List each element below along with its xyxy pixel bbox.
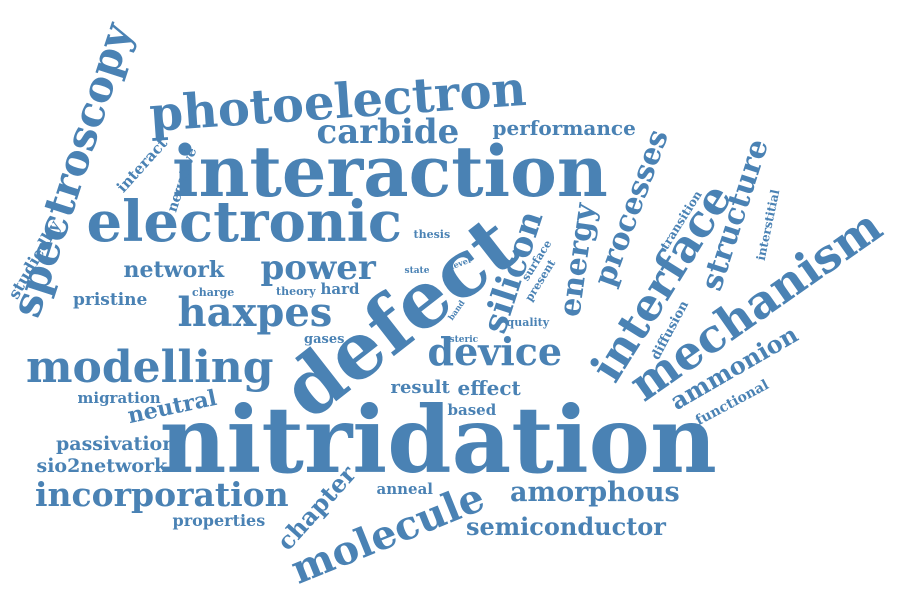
word-sio2network: sio2network [36,454,168,477]
word-performance: performance [492,116,636,140]
word-based: based [447,400,497,419]
word-state: state [404,265,430,276]
word-incorporation: incorporation [35,474,289,514]
word-hard: hard [320,279,360,298]
word-modelling: modelling [26,342,274,393]
word-effect: effect [457,376,521,400]
word-haxpes: haxpes [177,289,333,336]
word-migration: migration [77,388,161,407]
word-interact: interact [112,133,171,196]
word-carbide: carbide [316,112,460,152]
word-passivation: passivation [56,432,177,455]
word-network: network [123,257,225,283]
word-anneal: anneal [376,479,434,498]
word-thesis: thesis [413,227,451,241]
word-result: result [390,377,450,398]
word-gases: gases [304,331,345,347]
word-steric: steric [449,334,479,345]
word-amorphous: amorphous [510,476,680,508]
word-electronic: electronic [86,189,402,255]
word-interaction: interaction [172,130,608,213]
word-semiconductor: semiconductor [466,512,666,541]
word-properties: properties [172,511,266,530]
word-energy: energy [552,200,603,319]
word-device: device [427,329,563,374]
word-quality: quality [506,315,550,329]
word-nitridation: nitridation [159,386,717,494]
word-power: power [260,248,376,288]
word-pristine: pristine [73,289,148,310]
word-theory: theory [276,284,316,298]
word-interstitial: interstitial [753,188,783,262]
word-charge: charge [192,285,235,299]
